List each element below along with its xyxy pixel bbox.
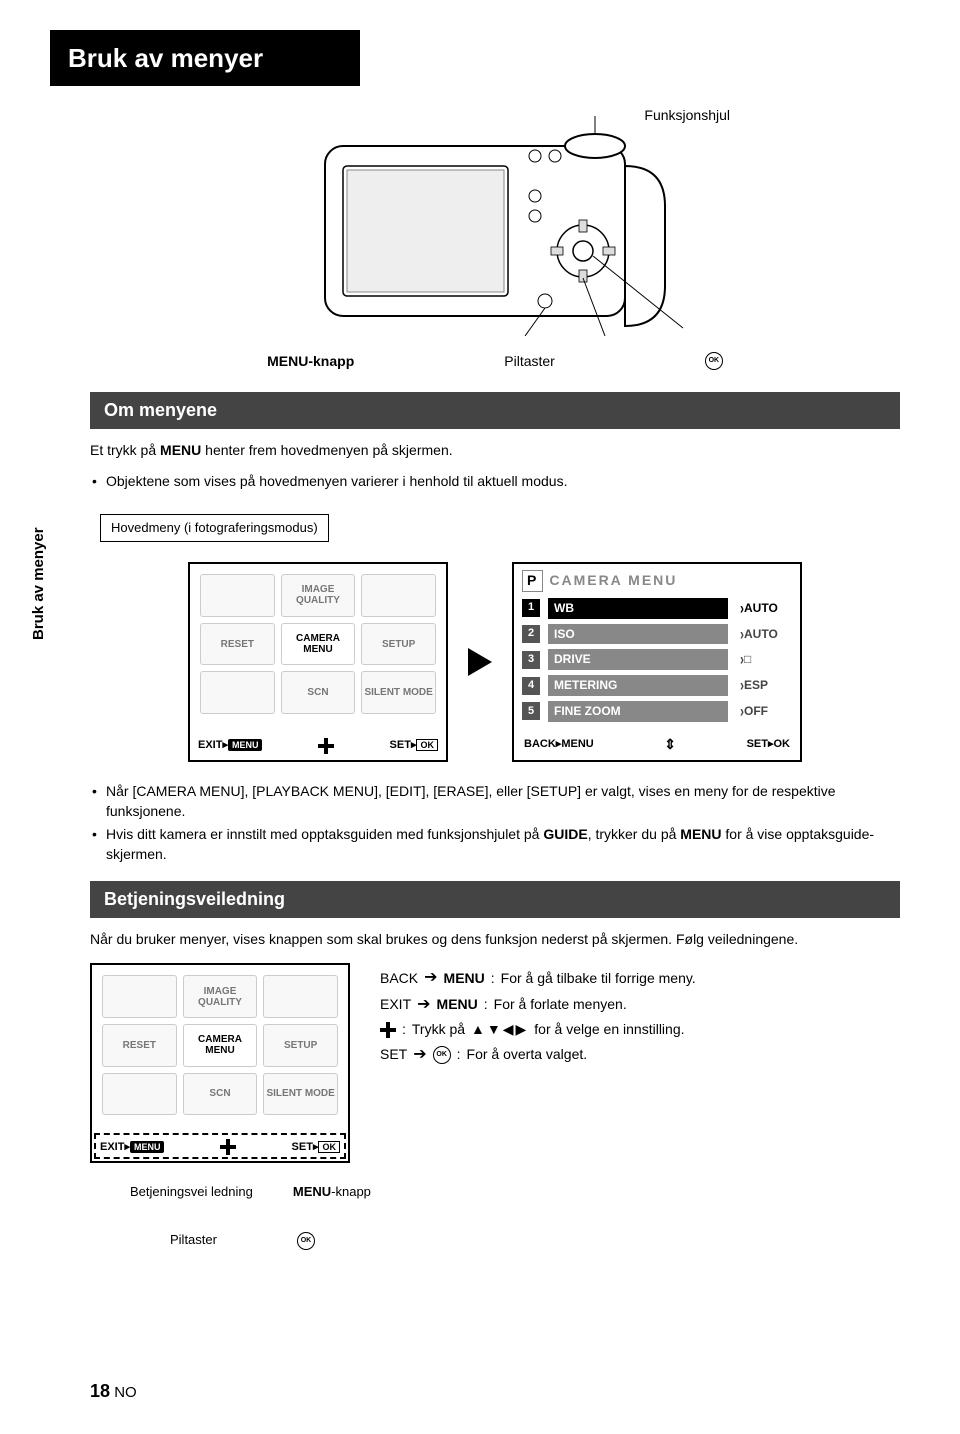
lcd-main-menu: IMAGE QUALITY RESET CAMERA MENU SETUP SC… [188, 562, 448, 762]
ok-icon: OK [433, 1046, 451, 1064]
note-1: Når [CAMERA MENU], [PLAYBACK MENU], [EDI… [90, 782, 900, 821]
arrow-buttons-label: Piltaster [504, 352, 555, 372]
lcd-camera-menu: P CAMERA MENU 1WB›AUTO 2ISO›AUTO 3DRIVE›… [512, 562, 802, 762]
lcd1-cell [361, 574, 436, 617]
menu-button-label: MENU-knapp [267, 352, 354, 372]
dial-label: Funksjonshjul [644, 106, 730, 126]
menu-screens: IMAGE QUALITY RESET CAMERA MENU SETUP SC… [90, 562, 900, 762]
ok-icon: OK [297, 1232, 315, 1250]
piltaster-label: Piltaster [170, 1231, 217, 1249]
page-title: Bruk av menyer [50, 30, 360, 86]
camera-icon [285, 106, 705, 336]
section-guide: Betjeningsveiledning [90, 881, 900, 918]
betjen-label: Betjeningsvei ledning [130, 1183, 253, 1201]
dashed-highlight [94, 1133, 346, 1159]
note-2: Hvis ditt kamera er innstilt med opptaks… [90, 825, 900, 864]
arrow-right-icon [468, 648, 492, 676]
guide-para: Når du bruker menyer, vises knappen som … [90, 930, 900, 950]
about-bullet: Objektene som vises på hovedmenyen varie… [90, 472, 900, 492]
ok-icon: OK [705, 352, 723, 370]
cross-icon [318, 738, 334, 754]
side-tab: Bruk av menyer [28, 527, 49, 640]
legend: BACK➔MENU: For å gå tilbake til forrige … [380, 963, 900, 1070]
lcd1-cell: SCN [281, 671, 356, 714]
mode-badge: P [522, 570, 543, 592]
lcd1-cell [200, 574, 275, 617]
lcd1-cell: SETUP [361, 623, 436, 666]
menu-knapp-label: MENU-knapp [293, 1183, 371, 1201]
camera-illustration: Funksjonshjul [90, 106, 900, 342]
lcd1-cell: SILENT MODE [361, 671, 436, 714]
about-intro: Et trykk på MENU henter frem hovedmenyen… [90, 441, 900, 461]
cross-icon [380, 1022, 396, 1038]
lcd-guide: IMAGE QUALITY RESET CAMERA MENU SETUP SC… [90, 963, 350, 1163]
lcd2-title: CAMERA MENU [549, 571, 677, 591]
page-number: 18 NO [90, 1379, 137, 1404]
lcd1-cell [200, 671, 275, 714]
main-menu-label: Hovedmeny (i fotograferingsmodus) [100, 514, 329, 542]
lcd1-cell: CAMERA MENU [281, 623, 356, 666]
section-about: Om menyene [90, 392, 900, 429]
lcd1-cell: RESET [200, 623, 275, 666]
lcd1-cell: IMAGE QUALITY [281, 574, 356, 617]
